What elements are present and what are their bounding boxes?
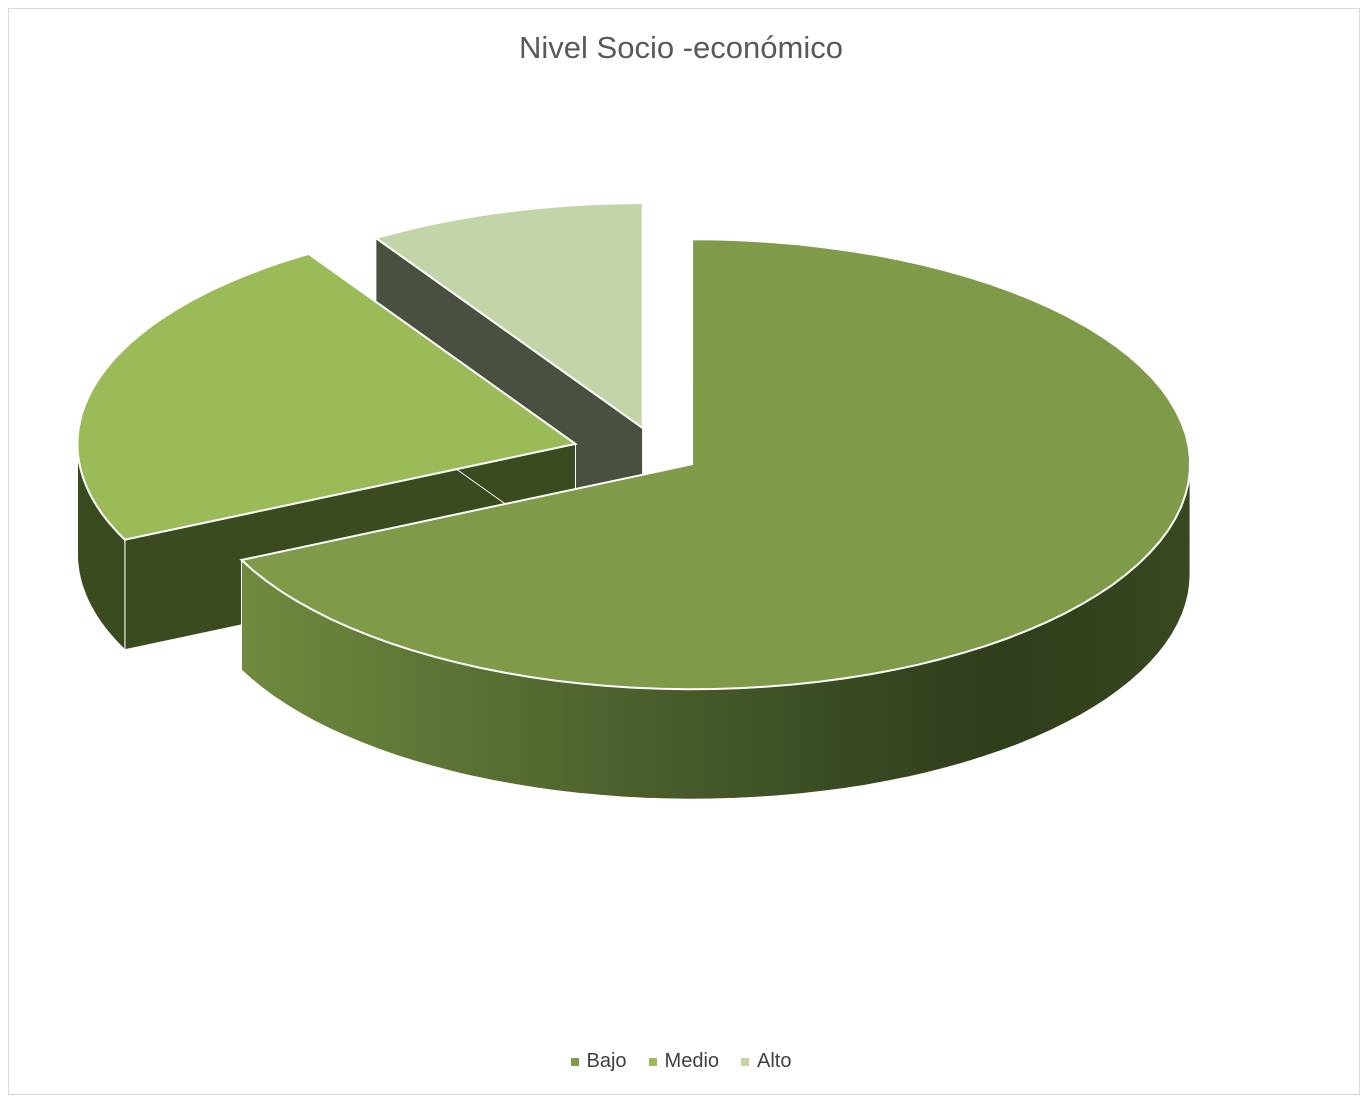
legend: Bajo Medio Alto bbox=[0, 1050, 1362, 1073]
legend-label-alto: Alto bbox=[757, 1050, 792, 1072]
pie-slice-alto bbox=[373, 202, 644, 431]
legend-swatch-bajo bbox=[570, 1057, 579, 1066]
legend-item-bajo: Bajo bbox=[570, 1050, 627, 1073]
pie-slice-bajo bbox=[239, 238, 1192, 691]
legend-label-bajo: Bajo bbox=[586, 1050, 627, 1072]
legend-item-alto: Alto bbox=[741, 1050, 791, 1073]
legend-label-medio: Medio bbox=[664, 1050, 720, 1072]
pie-slice-medio bbox=[76, 252, 578, 541]
legend-swatch-alto bbox=[741, 1057, 750, 1066]
legend-swatch-medio bbox=[648, 1057, 657, 1066]
legend-item-medio: Medio bbox=[648, 1050, 720, 1073]
chart-title: Nivel Socio -económico bbox=[519, 30, 843, 65]
